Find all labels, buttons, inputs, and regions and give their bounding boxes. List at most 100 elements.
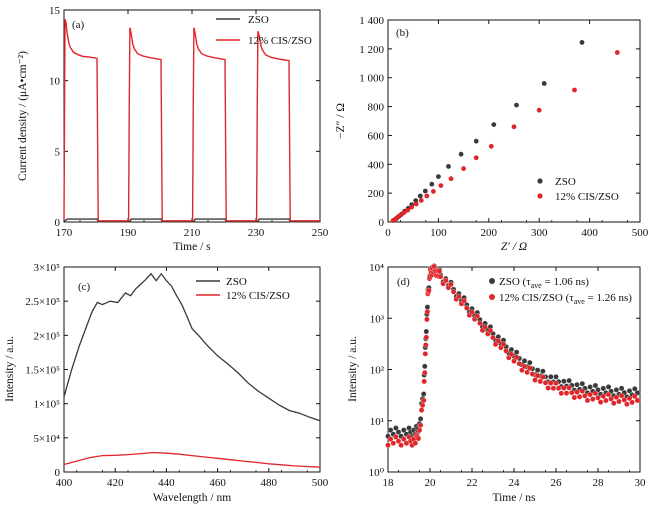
data-point-cis	[395, 438, 402, 444]
data-point-cis	[566, 384, 572, 391]
data-point-cis	[398, 442, 404, 448]
data-point-cis	[438, 183, 444, 189]
data-point-cis	[418, 198, 424, 203]
series-line-cis	[63, 451, 321, 468]
legend-zso-part2: = 1.06 ns)	[542, 276, 589, 288]
x-tick-label: 400	[56, 477, 73, 489]
legend-marker-zso	[489, 278, 495, 284]
data-point-cis	[456, 293, 462, 300]
data-point-cis	[426, 287, 432, 294]
y-tick-label: 1 200	[359, 44, 384, 56]
data-point-cis	[621, 397, 628, 403]
data-point-zso	[422, 188, 428, 194]
data-point-cis	[537, 378, 544, 385]
data-point-cis	[419, 402, 426, 409]
panel-b-ticks: 0 100 200 300 400 500 0 200 400 600 800 1 000 1 200 1…	[359, 15, 649, 239]
x-tick-label: 210	[184, 227, 201, 239]
data-point-cis	[590, 396, 596, 402]
data-point-cis	[579, 388, 586, 394]
data-point-cis	[450, 289, 457, 295]
data-point-zso	[541, 81, 547, 86]
data-point-cis	[521, 363, 528, 370]
panel-b-legend: ZSO 12% CIS/ZSO	[537, 176, 619, 203]
data-point-cis	[393, 434, 399, 440]
data-point-cis	[473, 155, 479, 161]
data-point-cis	[490, 334, 496, 341]
panel-b-label: (b)	[396, 27, 409, 39]
data-point-zso	[436, 174, 441, 180]
data-point-zso	[514, 102, 519, 108]
y-tick-label: 2×10⁵	[33, 330, 60, 342]
data-point-cis	[540, 374, 546, 380]
data-point-zso	[508, 346, 515, 353]
x-tick-label: 400	[581, 227, 598, 239]
data-point-cis	[613, 394, 620, 400]
data-point-zso	[534, 367, 541, 373]
x-tick-label: 250	[312, 227, 329, 239]
panel-a-legend: ZSO 12% CIS/ZSO	[216, 14, 312, 47]
data-point-cis	[571, 394, 578, 401]
panel-b-series	[390, 40, 620, 224]
data-point-cis	[424, 316, 430, 323]
series-line-zso	[63, 272, 321, 422]
data-point-cis	[582, 393, 588, 399]
data-point-cis	[503, 348, 509, 354]
data-point-zso	[521, 358, 528, 364]
y-tick-label: 1 400	[359, 15, 384, 27]
y-tick-label: 5	[55, 146, 61, 158]
y-tick-label: 200	[368, 188, 385, 200]
data-point-cis	[555, 385, 562, 391]
x-tick-label: 28	[593, 477, 605, 489]
data-point-cis	[618, 392, 625, 399]
data-point-cis	[385, 442, 391, 448]
x-tick-label: 190	[120, 227, 137, 239]
y-tick-label: 1 000	[359, 73, 384, 85]
data-point-cis	[448, 281, 454, 288]
panel-c-legend: ZSO 12% CIS/ZSO	[196, 276, 290, 302]
series-line-zso	[63, 218, 320, 223]
data-point-zso	[587, 384, 593, 390]
legend-label-cis: 12% CIS/ZSO	[226, 290, 290, 302]
data-point-cis	[418, 407, 425, 413]
series-line-cis	[63, 19, 320, 222]
data-point-zso	[446, 164, 451, 169]
x-tick-label: 20	[425, 477, 437, 489]
panel-d-ylabel: Intensity / a.u.	[347, 336, 359, 402]
x-tick-label: 500	[632, 227, 649, 239]
legend-cis-part1: 12% CIS/ZSO (τ	[499, 292, 574, 304]
panel-a-label: (a)	[72, 19, 85, 31]
data-point-zso	[491, 122, 497, 127]
data-point-zso	[566, 377, 572, 384]
y-tick-label: 10¹	[370, 416, 384, 428]
y-tick-label: 0	[379, 217, 385, 229]
data-point-zso	[420, 391, 427, 397]
legend-marker-zso	[537, 178, 543, 184]
data-point-cis	[624, 401, 630, 407]
panel-d-legend: ZSO (τave = 1.06 ns) 12% CIS/ZSO (τave =…	[489, 276, 632, 306]
data-point-cis	[477, 320, 483, 326]
data-point-cis	[443, 277, 449, 284]
data-point-cis	[423, 334, 430, 341]
panel-d-series	[385, 263, 641, 448]
panel-a-ylabel: Current density / (μA•cm⁻²)	[17, 51, 29, 181]
data-point-cis	[405, 207, 411, 213]
data-point-cis	[416, 427, 423, 433]
data-point-cis	[431, 189, 436, 194]
data-point-cis	[508, 351, 515, 358]
data-point-cis	[574, 389, 580, 395]
panel-d: 18 20 22 24 26 28 30 10⁰ 10¹ 10² 10³ 10⁴ (d) Time /…	[347, 262, 646, 504]
data-point-cis	[424, 308, 431, 315]
data-point-zso	[626, 388, 633, 394]
data-point-cis	[415, 435, 422, 442]
data-point-cis	[597, 399, 604, 405]
data-point-cis	[595, 395, 601, 401]
data-point-cis	[603, 397, 609, 404]
data-point-cis	[448, 176, 454, 182]
data-point-cis	[424, 193, 430, 199]
data-point-cis	[558, 390, 565, 397]
x-tick-label: 480	[261, 477, 278, 489]
data-point-cis	[511, 124, 517, 130]
data-point-zso	[401, 427, 407, 433]
panel-b-xlabel: Z′ / Ω	[501, 241, 527, 253]
panel-a-xlabel: Time / s	[173, 241, 211, 253]
